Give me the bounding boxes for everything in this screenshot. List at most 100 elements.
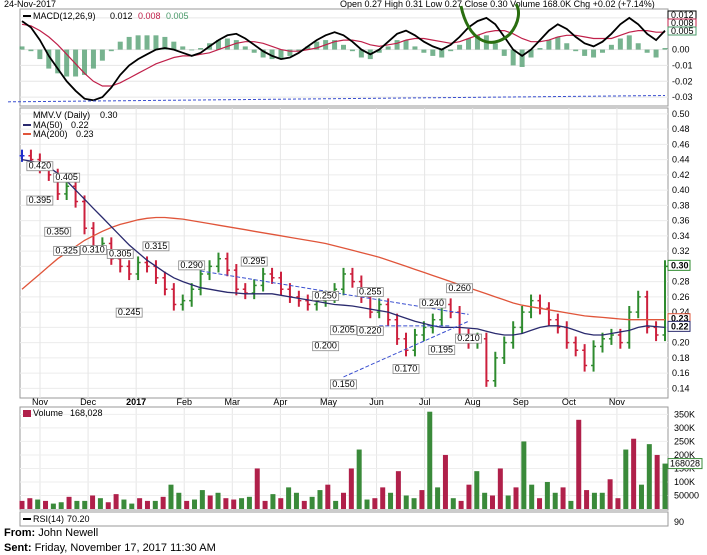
- price-annotation-label: 0.195: [430, 345, 453, 355]
- macd-hist-bar: [215, 40, 221, 50]
- price-y-tick: 0.18: [672, 353, 690, 363]
- price-y-tick: 0.38: [672, 200, 690, 210]
- volume-bar: [513, 487, 519, 509]
- volume-bar: [466, 484, 472, 509]
- price-annotation-label: 0.305: [109, 248, 132, 258]
- macd-hist-bar: [278, 49, 284, 60]
- volume-bar: [497, 468, 503, 509]
- price-annotation-box: [240, 256, 268, 267]
- price-y-tick: 0.14: [672, 383, 690, 393]
- volume-legend-value: 168,028: [70, 408, 103, 418]
- macd-legend-signal: 0.008: [138, 11, 161, 21]
- volume-bar: [333, 500, 339, 509]
- month-tick-label: 2017: [126, 397, 146, 407]
- price-tag-text: 0.22: [671, 321, 689, 331]
- macd-grid: [20, 17, 668, 98]
- macd-hist-bar: [64, 49, 70, 77]
- volume-bar: [176, 492, 182, 509]
- macd-hist-bar: [117, 41, 123, 50]
- price-annotation-box: [392, 364, 420, 374]
- email-from: From: John Newell: [4, 527, 98, 539]
- volume-y-tick: 300K: [674, 423, 695, 433]
- volume-bar: [482, 492, 488, 509]
- price-y-tick: 0.44: [672, 155, 690, 165]
- volume-bar: [584, 490, 590, 509]
- macd-histogram: [19, 35, 668, 77]
- volume-bar: [576, 419, 582, 509]
- from-value: John Newell: [38, 527, 99, 539]
- price-y-tick: 0.42: [672, 170, 690, 180]
- volume-bar: [450, 498, 456, 509]
- price-annotation-label: 0.255: [359, 287, 382, 297]
- volume-bar: [646, 444, 652, 509]
- volume-bar: [599, 492, 605, 509]
- price-tag: [667, 259, 691, 271]
- month-tick-label: Nov: [32, 397, 49, 407]
- macd-hist-bar: [28, 49, 34, 52]
- volume-axis: 350K300K250K200K150K100K50000168028: [667, 409, 703, 500]
- volume-legend: Volume 168,028: [23, 408, 103, 418]
- volume-bar: [419, 490, 425, 509]
- price-annotation-label: 0.170: [395, 364, 418, 374]
- volume-bar: [309, 496, 315, 509]
- price-axis: 0.50 0.48 0.46 0.44 0.42 0.40 0.38 0.36 0.34 0.32…: [32, 109, 691, 407]
- macd-hist-bar: [555, 36, 561, 50]
- volume-bar: [505, 495, 511, 509]
- macd-hist-bar: [19, 46, 25, 50]
- price-y-tick: 0.32: [672, 246, 690, 256]
- macd-hist-bar: [448, 49, 454, 52]
- price-annotation-label: 0.245: [118, 307, 141, 317]
- price-annotation-label: 0.260: [448, 283, 471, 293]
- price-annotation-box: [312, 341, 340, 352]
- volume-y-tick: 50000: [674, 490, 699, 500]
- macd-hist-bar: [599, 49, 605, 53]
- volume-bar: [254, 468, 260, 509]
- macd-hist-bar: [617, 38, 623, 50]
- macd-hist-bar: [82, 49, 88, 75]
- volume-bar: [82, 500, 88, 509]
- volume-legend-name: Volume: [33, 408, 63, 418]
- ma200-legend-value: 0.23: [76, 129, 94, 139]
- volume-bar: [537, 498, 543, 509]
- macd-hist-bar: [653, 49, 659, 58]
- ma50-line: [21, 158, 666, 336]
- price-tag-text: 0.23: [671, 314, 689, 324]
- price-annotation-label: 0.205: [332, 325, 355, 335]
- price-y-tick: 0.48: [672, 124, 690, 134]
- macd-hist-bar: [466, 38, 472, 50]
- price-annotation-box: [312, 290, 340, 301]
- macd-lines: [7, 16, 666, 103]
- volume-y-tick: 250K: [674, 436, 695, 446]
- volume-bar: [631, 438, 637, 509]
- price-annotation-box: [26, 195, 54, 206]
- macd-hist-bar: [662, 48, 668, 50]
- macd-hist-bar: [162, 36, 168, 50]
- macd-hist-bar: [474, 35, 480, 50]
- price-y-tick: 0.28: [672, 277, 690, 287]
- macd-hist-bar: [260, 49, 266, 58]
- macd-hist-bar: [296, 49, 302, 52]
- price-annotation-box: [26, 161, 54, 172]
- rsi-legend: RSI(14) 70.20: [23, 514, 90, 524]
- volume-bar: [372, 498, 378, 509]
- price-bars: [19, 149, 668, 387]
- macd-value-tag: [667, 26, 697, 36]
- volume-bar: [474, 471, 480, 509]
- sent-label: Sent:: [4, 542, 32, 554]
- volume-bar: [27, 498, 33, 509]
- macd-hist-bar: [108, 49, 114, 52]
- macd-hist-bar: [314, 41, 320, 50]
- price-annotation-box: [53, 245, 81, 256]
- volume-bar: [19, 500, 25, 509]
- volume-bar: [207, 495, 213, 509]
- volume-bar: [168, 484, 174, 509]
- macd-hist-bar: [528, 49, 534, 58]
- macd-hist-bar: [573, 49, 579, 52]
- price-annotation-box: [142, 241, 170, 252]
- month-tick-label: Apr: [273, 397, 287, 407]
- volume-bar: [66, 496, 72, 509]
- volume-bar: [380, 487, 386, 509]
